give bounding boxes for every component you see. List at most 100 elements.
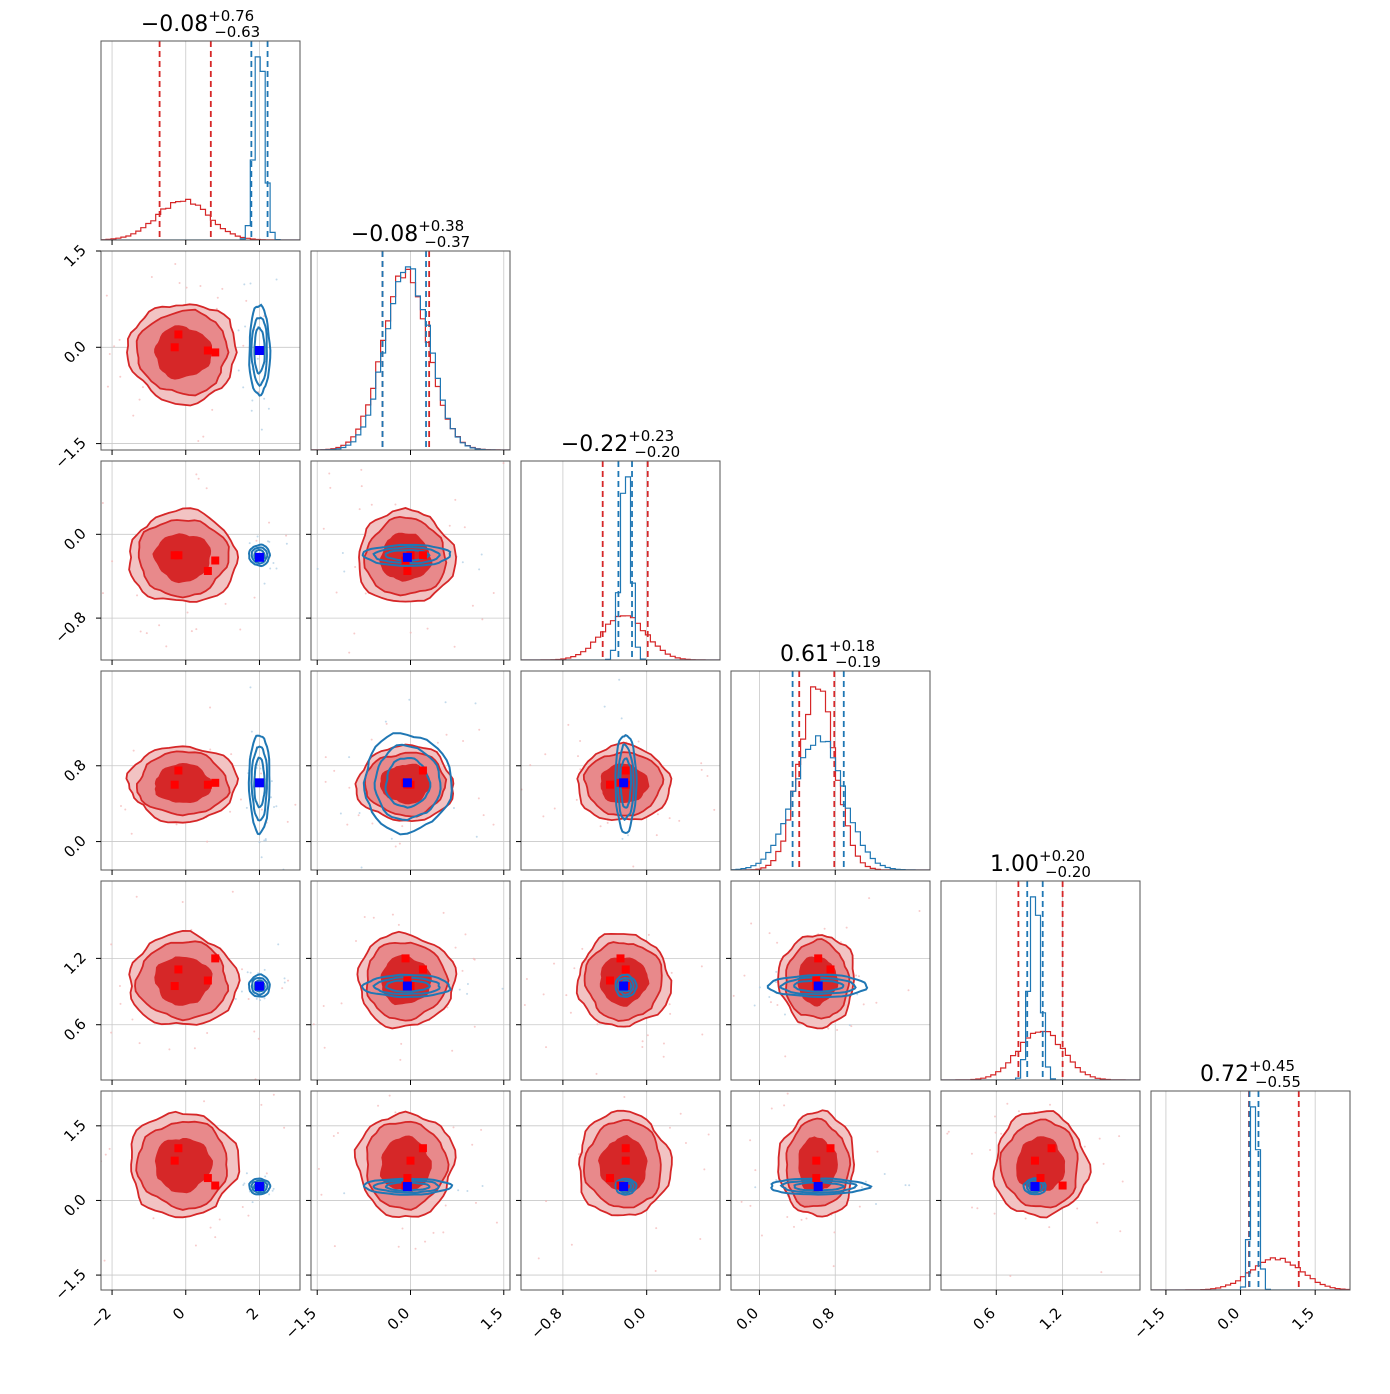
sample-dot bbox=[199, 285, 202, 288]
sample-dot bbox=[771, 1043, 773, 1045]
sample-dot bbox=[437, 1070, 439, 1072]
sample-dot bbox=[603, 705, 606, 708]
sample-dot bbox=[1102, 1162, 1105, 1165]
title-plus: +0.18 bbox=[829, 637, 875, 655]
sample-dot bbox=[713, 808, 716, 811]
sample-dot bbox=[322, 1005, 325, 1008]
marker-red bbox=[418, 551, 427, 560]
sample-dot bbox=[248, 542, 251, 545]
sample-dot bbox=[453, 645, 456, 648]
sample-dot bbox=[457, 1189, 460, 1192]
sample-dot bbox=[451, 1049, 454, 1052]
marker-red bbox=[174, 1144, 183, 1153]
sample-dot bbox=[105, 294, 108, 297]
sample-dot bbox=[400, 1042, 403, 1045]
sample-dot bbox=[165, 645, 168, 648]
sample-dot bbox=[726, 1202, 728, 1204]
sample-dot bbox=[175, 823, 178, 826]
sample-dot bbox=[537, 1257, 540, 1260]
panel-frame bbox=[730, 880, 931, 1081]
marker-blue bbox=[619, 1182, 629, 1192]
contour-blue-0 bbox=[766, 973, 869, 999]
sample-dot bbox=[442, 911, 445, 914]
sample-dot bbox=[110, 1031, 113, 1034]
sample-dot bbox=[348, 786, 351, 789]
sample-dot bbox=[263, 582, 266, 585]
title-plus: +0.20 bbox=[1039, 847, 1085, 865]
marker-red bbox=[606, 1174, 615, 1183]
y-tick-label: 0.0 bbox=[60, 832, 90, 862]
sample-dot bbox=[181, 901, 184, 904]
sample-dot bbox=[263, 839, 266, 842]
sample-dot bbox=[243, 283, 246, 286]
sample-dot bbox=[474, 702, 477, 705]
sample-dot bbox=[621, 837, 624, 840]
sample-dot bbox=[860, 1186, 863, 1189]
marker-red bbox=[174, 330, 183, 339]
panel-5-1: −1.5 0.0 1.5 bbox=[282, 1070, 511, 1343]
sample-dot bbox=[99, 396, 101, 398]
marker-red bbox=[174, 965, 183, 974]
sample-dot bbox=[247, 998, 250, 1001]
panel-title: 1.00+0.20 −0.20 bbox=[990, 847, 1091, 881]
sample-dot bbox=[375, 871, 377, 873]
marker-red bbox=[418, 1144, 427, 1153]
sample-dot bbox=[1096, 1221, 1099, 1224]
sample-dot bbox=[612, 1068, 614, 1070]
title-plus: +0.23 bbox=[628, 427, 674, 445]
sample-dot bbox=[259, 999, 262, 1002]
contour-blue-1 bbox=[250, 745, 268, 822]
panel-frame bbox=[1150, 1090, 1351, 1291]
x-tick-label: 1.5 bbox=[477, 1304, 507, 1334]
panel-content bbox=[311, 671, 510, 873]
sample-dot bbox=[586, 1064, 588, 1066]
sample-dot bbox=[399, 1058, 402, 1061]
sample-dot bbox=[725, 996, 727, 998]
sample-dot bbox=[856, 993, 859, 996]
sample-dot bbox=[91, 780, 93, 782]
sample-dot bbox=[195, 628, 198, 631]
contour-blue-1 bbox=[250, 1179, 269, 1194]
sample-dot bbox=[618, 678, 621, 681]
sample-dot bbox=[481, 618, 484, 621]
sample-dot bbox=[478, 568, 481, 571]
x-tick-label: 1.2 bbox=[1036, 1304, 1066, 1334]
marker-red bbox=[211, 556, 220, 565]
title-value: −0.22 bbox=[561, 432, 628, 457]
panel-title: −0.22+0.23 −0.20 bbox=[561, 427, 680, 461]
sample-dot bbox=[553, 807, 556, 810]
x-tick-label: 1.5 bbox=[1288, 1304, 1318, 1334]
sample-dot bbox=[436, 741, 439, 744]
panel-4-4: 1.00+0.20 −0.20 bbox=[940, 847, 1141, 1085]
sample-dot bbox=[599, 825, 602, 828]
sample-dot bbox=[283, 981, 286, 984]
sample-dot bbox=[357, 814, 360, 817]
marker-red bbox=[1030, 1156, 1039, 1165]
title-value: 1.00 bbox=[990, 852, 1039, 877]
marker-red bbox=[812, 976, 821, 985]
hist-red bbox=[521, 615, 720, 660]
contour-blue-0 bbox=[614, 734, 638, 835]
sample-dot bbox=[136, 594, 139, 597]
sample-dot bbox=[135, 895, 138, 898]
marker-red bbox=[403, 976, 412, 985]
sample-dot bbox=[1024, 1217, 1027, 1220]
sample-dot bbox=[517, 1162, 519, 1164]
panel-content bbox=[521, 881, 720, 1080]
sample-dot bbox=[442, 1231, 445, 1234]
sample-dot bbox=[26, 789, 28, 791]
sample-dot bbox=[581, 947, 584, 950]
sample-dot bbox=[371, 822, 374, 825]
sample-dot bbox=[452, 1126, 455, 1129]
sample-dot bbox=[348, 651, 351, 654]
panel-content bbox=[521, 671, 720, 870]
marker-blue bbox=[619, 981, 629, 991]
y-tick-label: −1.5 bbox=[51, 1265, 89, 1303]
sample-dot bbox=[654, 1269, 657, 1272]
marker-red bbox=[621, 1144, 630, 1153]
sample-dot bbox=[542, 993, 545, 996]
marker-red bbox=[211, 954, 220, 963]
marker-blue bbox=[254, 1182, 264, 1192]
panel-2-0: −0.8 0.0 bbox=[51, 460, 301, 665]
sample-dot bbox=[185, 286, 188, 289]
